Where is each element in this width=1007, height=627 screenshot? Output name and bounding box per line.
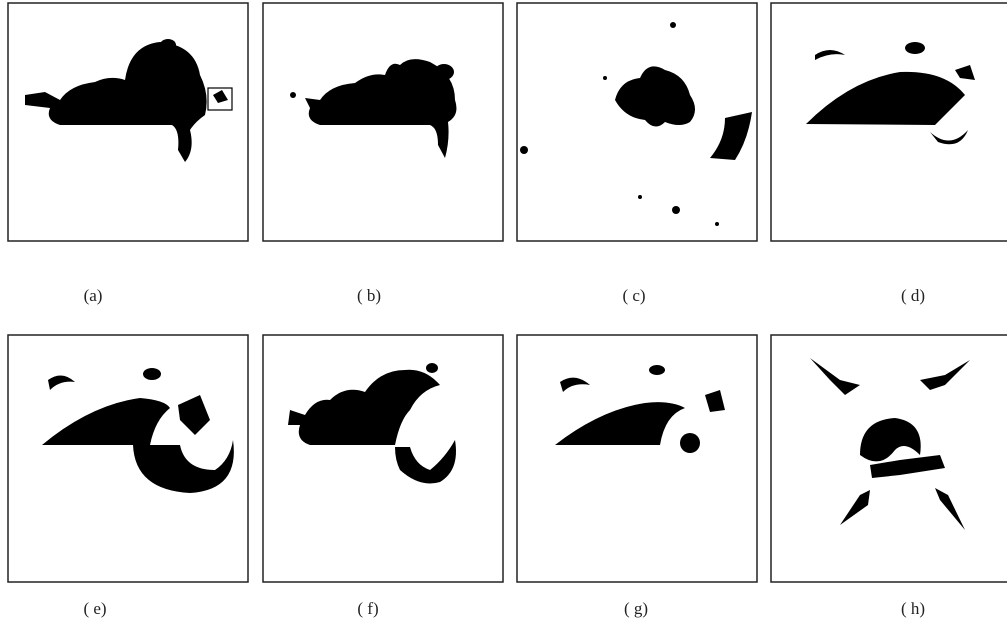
panel-label: ( f) — [357, 599, 378, 618]
fractal-image — [42, 368, 234, 493]
fractal-image — [290, 59, 456, 158]
fractal-image — [810, 358, 970, 530]
panel-label: ( b) — [357, 286, 381, 305]
panel-label: ( e) — [83, 599, 106, 618]
panel-label: ( h) — [901, 599, 925, 618]
fractal-image — [520, 22, 752, 226]
panel-frame — [8, 335, 248, 582]
panel-frame — [771, 335, 1007, 582]
panel-label: (a) — [84, 286, 103, 305]
panel-frame — [263, 335, 503, 582]
panel-label: ( c) — [622, 286, 645, 305]
fractal-image — [288, 363, 456, 484]
figure: (a) ( b) ( c) ( d) ( e) ( f) ( g) ( h) — [0, 0, 1007, 627]
panel-label: ( d) — [901, 286, 925, 305]
panel-frame — [517, 335, 757, 582]
fractal-image — [806, 42, 975, 144]
panel-frame — [517, 3, 757, 241]
panel-label: ( g) — [624, 599, 648, 618]
fractal-image — [555, 365, 725, 453]
fractal-image — [25, 39, 228, 162]
